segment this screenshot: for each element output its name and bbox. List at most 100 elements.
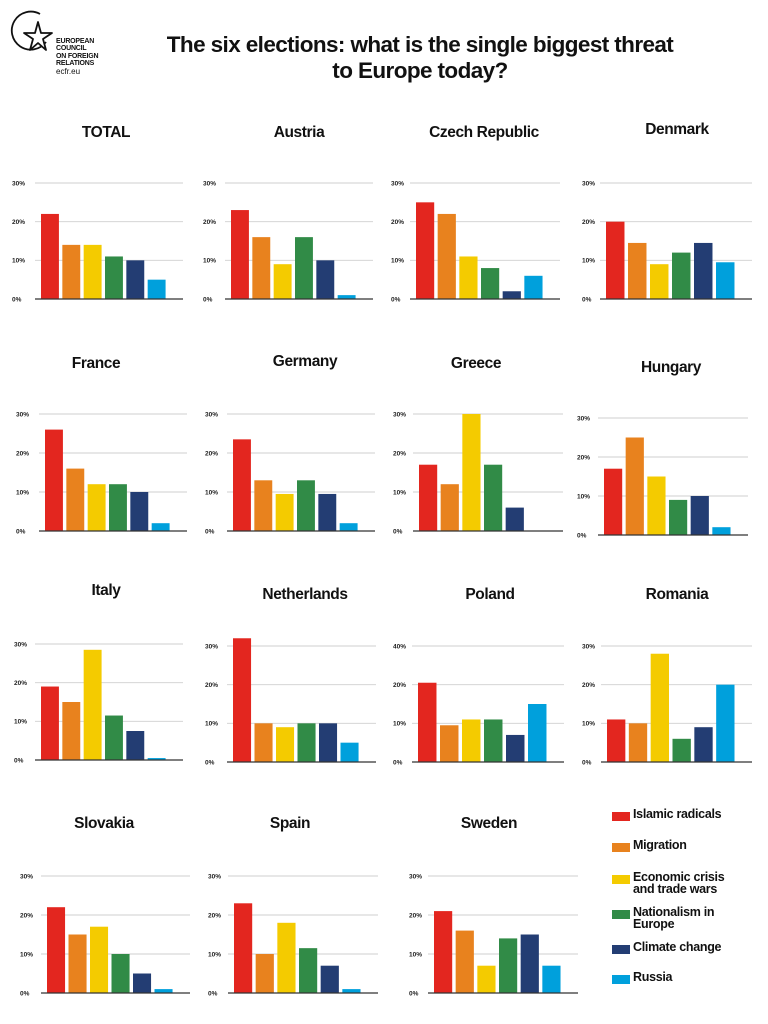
bar-climate-change (126, 731, 145, 760)
bar-russia (337, 295, 356, 299)
bar-nationalism-in-europe (109, 484, 127, 531)
bar-migration (455, 930, 474, 993)
bar-nationalism-in-europe (299, 948, 318, 993)
bar-climate-change (502, 291, 521, 299)
bar-climate-change (126, 260, 145, 299)
bar-climate-change (320, 965, 339, 993)
bar-migration (66, 468, 85, 531)
bar-migration (62, 244, 81, 299)
bar-nationalism-in-europe (484, 464, 503, 531)
y-tick-label: 30% (203, 180, 216, 187)
bar-climate-change (318, 493, 337, 531)
chart-hungary: 0% 10% 20% 30% (577, 415, 748, 539)
bar-islamic-radicals (604, 468, 623, 535)
y-tick-label: 10% (582, 258, 595, 265)
bar-russia (147, 279, 166, 299)
legend-label-line: and trade wars (633, 882, 718, 896)
logo-line: COUNCIL (56, 45, 87, 53)
bar-migration (252, 237, 271, 299)
legend-swatch (612, 975, 630, 984)
bar-russia (716, 262, 735, 299)
y-tick-label: 0% (20, 990, 30, 997)
chart-title: Romania (645, 586, 709, 603)
bar-climate-change (319, 723, 338, 762)
bar-nationalism-in-europe (295, 237, 313, 299)
y-tick-label: 0% (582, 296, 592, 303)
y-tick-label: 10% (409, 951, 422, 958)
bar-nationalism-in-europe (672, 738, 691, 762)
bar-climate-change (130, 492, 149, 531)
bar-migration (440, 725, 459, 762)
legend-label-line: Europe (633, 917, 675, 931)
y-tick-label: 0% (577, 532, 587, 539)
bar-migration (255, 954, 274, 993)
bar-climate-change (133, 973, 152, 993)
y-tick-label: 30% (409, 873, 422, 880)
bar-nationalism-in-europe (297, 480, 315, 531)
bar-islamic-radicals (45, 429, 63, 531)
y-tick-label: 20% (208, 912, 221, 919)
legend-label-line: Nationalism in (633, 905, 715, 919)
y-tick-label: 30% (20, 873, 33, 880)
bar-climate-change (505, 507, 524, 531)
y-tick-label: 0% (205, 759, 215, 766)
y-tick-label: 20% (14, 680, 27, 687)
y-tick-label: 30% (582, 180, 595, 187)
star-circle-icon (10, 10, 53, 51)
bar-islamic-radicals (47, 907, 66, 993)
bar-economic-crisis-and-trade-wars (650, 264, 669, 299)
y-tick-label: 10% (205, 489, 218, 496)
logo-line: ON FOREIGN (56, 52, 99, 60)
legend-label: Islamic radicals (633, 807, 722, 821)
chart-sweden: 0% 10% 20% 30% (409, 873, 578, 997)
chart-title: Denmark (645, 121, 709, 138)
bar-islamic-radicals (41, 686, 59, 760)
bar-economic-crisis-and-trade-wars (462, 414, 481, 531)
bar-climate-change (690, 496, 709, 535)
y-tick-label: 30% (16, 411, 29, 418)
legend-label: Russia (633, 970, 673, 984)
chart-title: Poland (465, 586, 515, 603)
bar-nationalism-in-europe (669, 499, 688, 535)
legend-label-line: Islamic radicals (633, 807, 722, 821)
legend-label: Economic crisis and trade wars (633, 871, 725, 896)
bar-russia (542, 965, 561, 993)
y-tick-label: 20% (393, 682, 406, 689)
y-tick-label: 10% (393, 489, 406, 496)
y-tick-label: 40% (393, 643, 406, 650)
legend-label: Migration (633, 839, 687, 852)
bar-economic-crisis-and-trade-wars (83, 244, 102, 299)
chart-title: France (71, 355, 121, 372)
bar-islamic-radicals (419, 464, 438, 531)
bar-economic-crisis-and-trade-wars (647, 476, 666, 535)
legend-item-climate-change: Climate change (612, 940, 722, 954)
legend-item-economic-crisis-and-trade-wars: Economic crisis and trade wars (612, 871, 725, 896)
bar-migration (68, 934, 87, 993)
chart-netherlands: 0% 10% 20% 30% (205, 638, 376, 766)
bar-economic-crisis-and-trade-wars (273, 264, 292, 299)
logo-url: ecfr.eu (56, 67, 81, 76)
page-title: The six elections: what is the single bi… (120, 32, 720, 84)
bar-economic-crisis-and-trade-wars (277, 922, 296, 993)
bar-russia (339, 523, 358, 531)
chart-poland: 0% 10% 20% 40% (393, 643, 564, 766)
chart-france: 0% 10% 20% 30% (16, 411, 187, 535)
y-tick-label: 10% (393, 721, 406, 728)
legend-label-line: Climate change (633, 940, 722, 954)
y-tick-label: 20% (205, 450, 218, 457)
bar-migration (628, 242, 647, 299)
legend-item-russia: Russia (612, 970, 673, 984)
y-tick-label: 0% (12, 296, 22, 303)
bar-migration (628, 723, 648, 762)
bar-islamic-radicals (434, 911, 453, 993)
chart-denmark: 0% 10% 20% 30% (582, 180, 752, 303)
y-tick-label: 10% (12, 258, 25, 265)
legend-label-line: Russia (633, 970, 673, 984)
logo-line: EUROPEAN (56, 38, 95, 45)
chart-title: Germany (272, 353, 338, 370)
bar-nationalism-in-europe (484, 719, 503, 762)
y-tick-label: 10% (205, 721, 218, 728)
logo-line: RELATIONS (56, 60, 95, 68)
bar-climate-change (694, 242, 713, 299)
y-tick-label: 20% (16, 450, 29, 457)
